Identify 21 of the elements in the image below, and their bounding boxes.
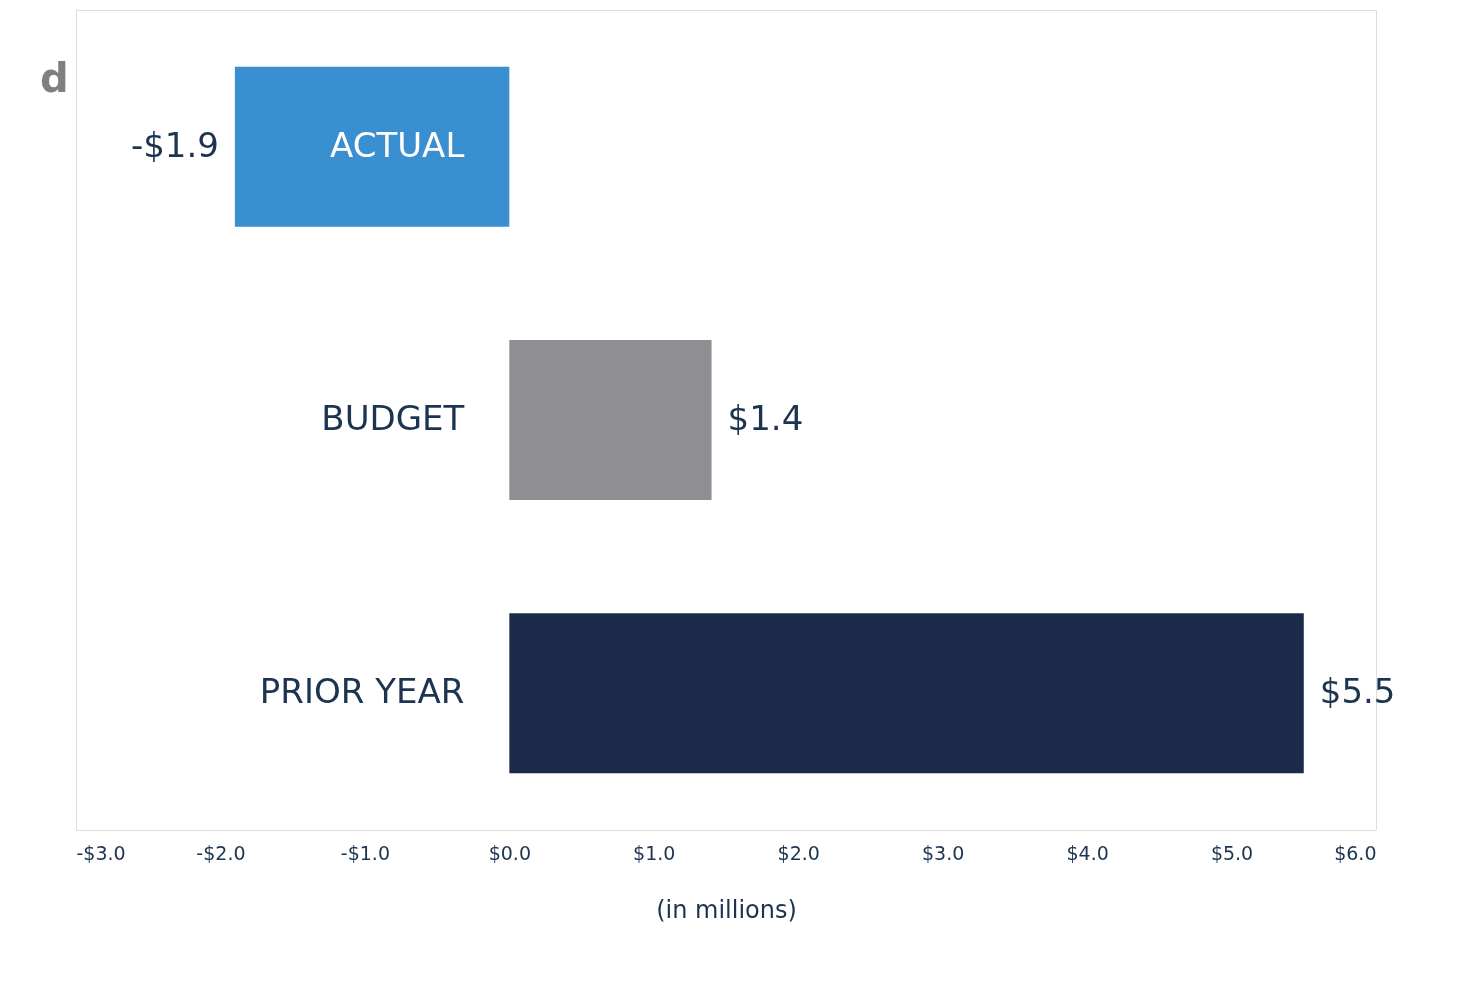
data-label: -$1.9 — [130, 124, 219, 165]
bar — [234, 66, 510, 227]
x-axis-title: (in millions) — [656, 895, 797, 924]
y-tick-label: PRIOR YEAR — [259, 671, 465, 712]
text: d — [40, 55, 69, 101]
x-tick-label: $0.0 — [488, 841, 531, 864]
x-tick-label: $5.0 — [1210, 841, 1254, 864]
y-tick-label: BUDGET — [321, 398, 465, 438]
data-label: $5.5 — [1319, 671, 1396, 712]
bar — [509, 613, 1304, 774]
x-tick-label: -$2.0 — [196, 841, 246, 864]
data-label: $1.4 — [727, 398, 804, 438]
y-tick-label: ACTUAL — [330, 124, 465, 165]
x-tick-label: -$1.0 — [340, 841, 390, 864]
x-tick-label: $1.0 — [633, 841, 676, 864]
x-tick-label: $6.0 — [1334, 841, 1377, 864]
x-tick-label: $2.0 — [777, 841, 820, 864]
bar — [509, 340, 712, 500]
x-tick-label: $4.0 — [1066, 841, 1109, 864]
x-tick-label: -$3.0 — [76, 841, 126, 864]
x-tick-label: $3.0 — [922, 841, 965, 864]
